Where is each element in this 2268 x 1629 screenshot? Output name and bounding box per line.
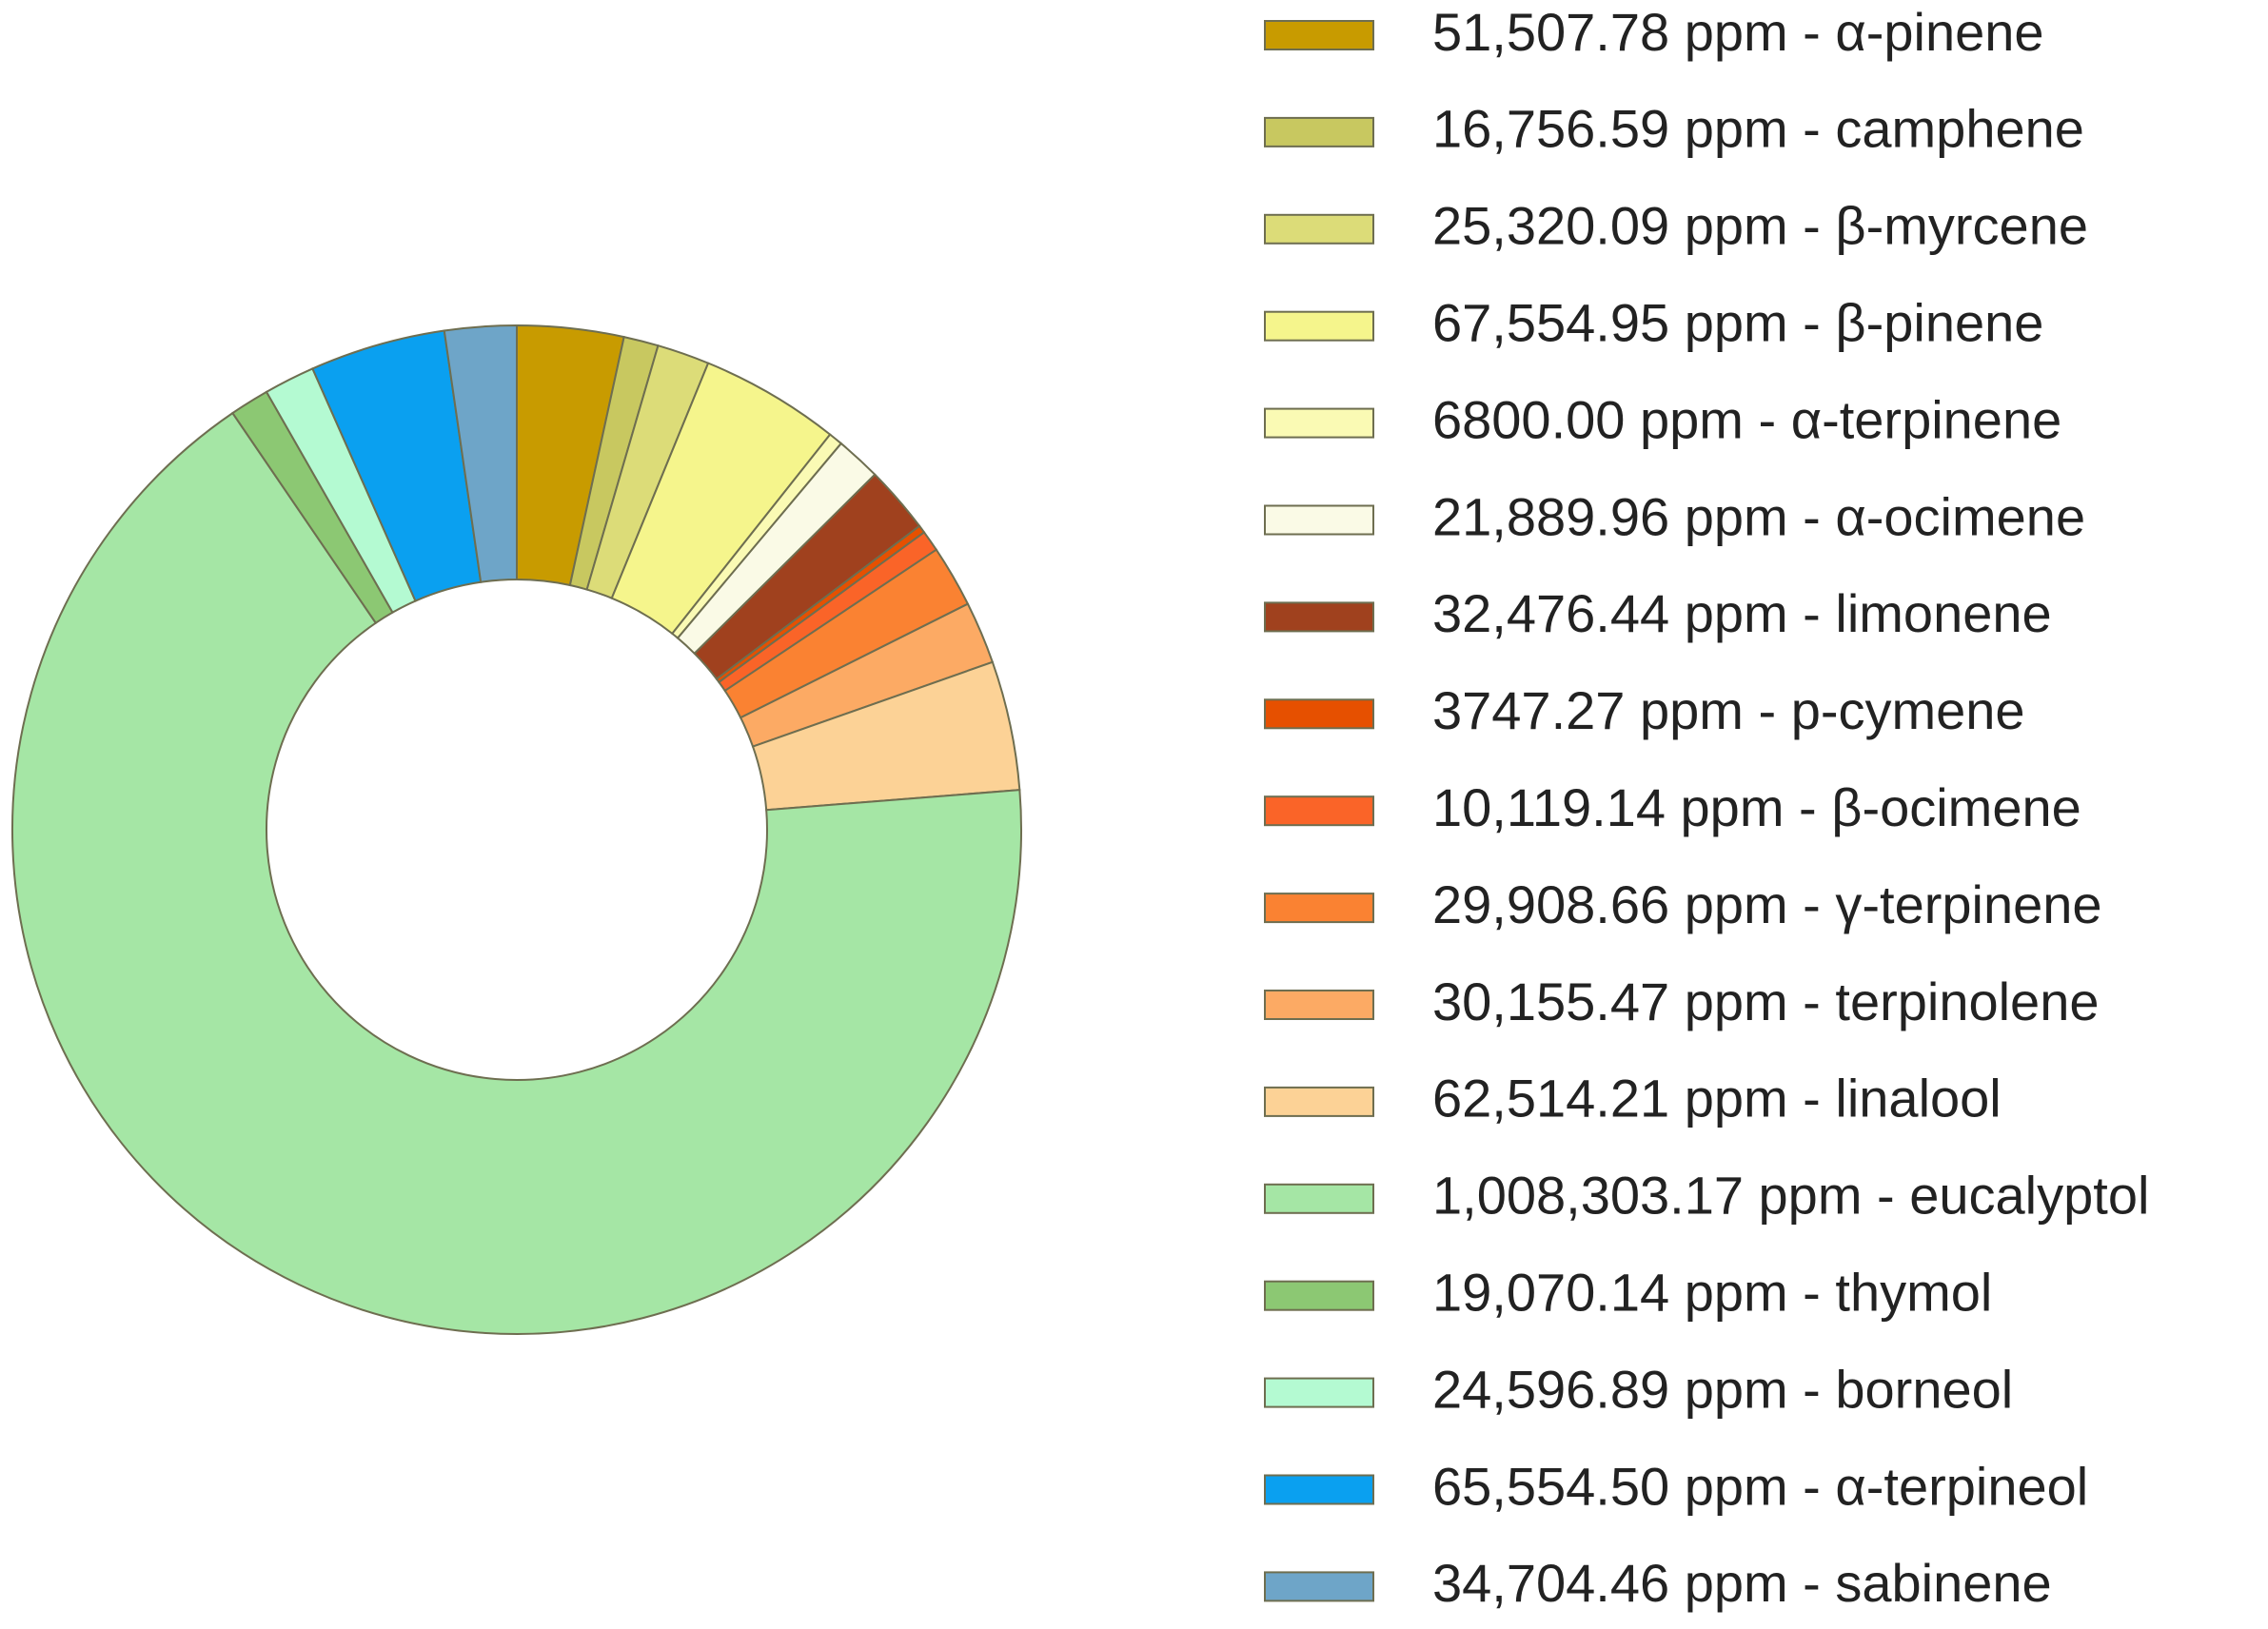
legend-label: 6800.00 ppm - α-terpinene bbox=[1432, 389, 2061, 449]
legend-swatch bbox=[1264, 698, 1374, 730]
legend-swatch bbox=[1264, 310, 1374, 342]
legend-swatch bbox=[1264, 1183, 1374, 1214]
legend-item: 51,507.78 ppm - α-pinene bbox=[1264, 2, 2044, 62]
legend-item: 34,704.46 ppm - sabinene bbox=[1264, 1553, 2052, 1613]
legend-swatch bbox=[1264, 116, 1374, 147]
legend-swatch bbox=[1264, 1571, 1374, 1602]
legend-label: 10,119.14 ppm - β-ocimene bbox=[1432, 777, 2081, 837]
legend-item: 29,908.66 ppm - γ-terpinene bbox=[1264, 874, 2102, 934]
legend-item: 3747.27 ppm - p-cymene bbox=[1264, 680, 2025, 740]
legend-label: 32,476.44 ppm - limonene bbox=[1432, 583, 2052, 643]
legend-label: 65,554.50 ppm - α-terpineol bbox=[1432, 1456, 2088, 1516]
legend-swatch bbox=[1264, 893, 1374, 924]
legend-item: 6800.00 ppm - α-terpinene bbox=[1264, 389, 2061, 449]
legend-label: 30,155.47 ppm - terpinolene bbox=[1432, 972, 2100, 1031]
slice-eucalyptol bbox=[11, 411, 1022, 1335]
donut-slices bbox=[11, 324, 1022, 1335]
legend-label: 29,908.66 ppm - γ-terpinene bbox=[1432, 874, 2102, 934]
legend-swatch bbox=[1264, 990, 1374, 1020]
legend-label: 1,008,303.17 ppm - eucalyptol bbox=[1432, 1166, 2149, 1226]
legend: 51,507.78 ppm - α-pinene 16,756.59 ppm - … bbox=[1264, 2, 2149, 1613]
legend-item: 21,889.96 ppm - α-ocimene bbox=[1264, 486, 2085, 546]
legend-item: 10,119.14 ppm - β-ocimene bbox=[1264, 777, 2081, 837]
legend-item: 67,554.95 ppm - β-pinene bbox=[1264, 292, 2043, 352]
legend-label: 67,554.95 ppm - β-pinene bbox=[1432, 292, 2043, 352]
legend-item: 65,554.50 ppm - α-terpineol bbox=[1264, 1456, 2088, 1516]
legend-item: 62,514.21 ppm - linalool bbox=[1264, 1069, 2002, 1129]
legend-label: 51,507.78 ppm - α-pinene bbox=[1432, 2, 2044, 62]
legend-swatch bbox=[1264, 1377, 1374, 1408]
legend-swatch bbox=[1264, 20, 1374, 50]
legend-swatch bbox=[1264, 213, 1374, 245]
legend-item: 19,070.14 ppm - thymol bbox=[1264, 1262, 1992, 1322]
legend-swatch bbox=[1264, 1086, 1374, 1117]
legend-label: 34,704.46 ppm - sabinene bbox=[1432, 1553, 2052, 1613]
legend-swatch bbox=[1264, 407, 1374, 439]
legend-swatch bbox=[1264, 1474, 1374, 1505]
legend-swatch bbox=[1264, 504, 1374, 536]
legend-item: 16,756.59 ppm - camphene bbox=[1264, 99, 2084, 159]
legend-label: 16,756.59 ppm - camphene bbox=[1432, 99, 2084, 159]
legend-swatch bbox=[1264, 1280, 1374, 1311]
legend-label: 62,514.21 ppm - linalool bbox=[1432, 1069, 2002, 1129]
legend-swatch bbox=[1264, 795, 1374, 827]
legend-swatch bbox=[1264, 601, 1374, 633]
slice-sabinene bbox=[443, 324, 518, 583]
legend-item: 25,320.09 ppm - β-myrcene bbox=[1264, 196, 2088, 256]
legend-item: 1,008,303.17 ppm - eucalyptol bbox=[1264, 1166, 2149, 1226]
legend-item: 32,476.44 ppm - limonene bbox=[1264, 583, 2052, 643]
legend-item: 24,596.89 ppm - borneol bbox=[1264, 1359, 2013, 1419]
legend-label: 21,889.96 ppm - α-ocimene bbox=[1432, 486, 2085, 546]
legend-label: 19,070.14 ppm - thymol bbox=[1432, 1262, 1992, 1322]
legend-item: 30,155.47 ppm - terpinolene bbox=[1264, 972, 2100, 1031]
legend-label: 24,596.89 ppm - borneol bbox=[1432, 1359, 2013, 1419]
legend-label: 25,320.09 ppm - β-myrcene bbox=[1432, 196, 2088, 256]
legend-label: 3747.27 ppm - p-cymene bbox=[1432, 680, 2025, 740]
